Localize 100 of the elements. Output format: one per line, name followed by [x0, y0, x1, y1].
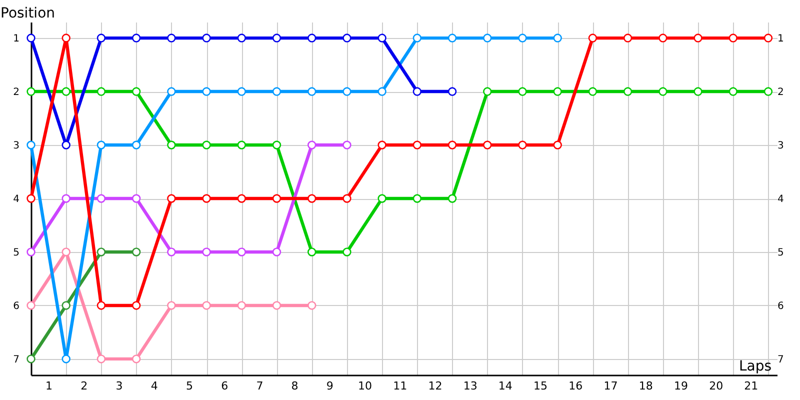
point: [272, 87, 282, 96]
y-tick-label: 4: [13, 194, 20, 205]
y-tick-label: 6: [13, 300, 20, 312]
x-tick-label: 20: [709, 380, 724, 392]
point: [728, 34, 738, 42]
x-tick-label: 8: [291, 380, 298, 392]
point: [588, 87, 598, 96]
point: [342, 34, 352, 42]
y2-tick-label: 1: [778, 34, 784, 45]
point: [62, 87, 70, 96]
point: [483, 87, 492, 96]
x-tick-label: 15: [534, 380, 548, 392]
point: [307, 140, 316, 150]
point: [412, 34, 422, 42]
point: [307, 194, 316, 203]
x-tick-label: 17: [604, 380, 618, 392]
point: [132, 87, 141, 96]
point: [237, 248, 246, 256]
point: [202, 87, 211, 96]
point: [378, 194, 386, 203]
point: [237, 301, 246, 310]
point: [553, 87, 562, 96]
point: [62, 194, 70, 203]
point: [623, 87, 632, 96]
point: [728, 87, 738, 96]
point: [26, 301, 36, 310]
point: [96, 34, 106, 42]
point: [518, 34, 527, 42]
point: [132, 34, 141, 42]
point: [694, 87, 702, 96]
point: [272, 301, 282, 310]
point: [202, 301, 211, 310]
point: [167, 140, 176, 150]
point: [588, 34, 598, 42]
y-tick-label: 2: [13, 87, 20, 98]
point: [483, 140, 492, 150]
point: [378, 140, 386, 150]
point: [132, 354, 141, 364]
point: [96, 354, 106, 364]
point: [307, 34, 316, 42]
point: [764, 87, 773, 96]
x-tick-label: 12: [428, 380, 442, 392]
point: [26, 194, 36, 203]
point: [483, 34, 492, 42]
point: [764, 34, 773, 42]
point: [307, 248, 316, 256]
point: [342, 87, 352, 96]
x-tick-label: 21: [744, 380, 758, 392]
x-tick-label: 7: [256, 380, 264, 392]
point: [412, 194, 422, 203]
point: [26, 140, 36, 150]
point: [237, 194, 246, 203]
point: [167, 248, 176, 256]
point: [342, 140, 352, 150]
point: [26, 354, 36, 364]
point: [96, 248, 106, 256]
point: [307, 301, 316, 310]
point: [553, 34, 562, 42]
y2-tick-label: 7: [778, 354, 784, 366]
point: [132, 248, 141, 256]
y2-tick-label: 3: [778, 140, 784, 152]
y-tick-label: 1: [13, 34, 20, 45]
x-tick-label: 18: [638, 380, 653, 392]
point: [272, 140, 282, 150]
point: [342, 194, 352, 203]
x-tick-label: 14: [498, 380, 512, 392]
x-tick-label: 6: [221, 380, 228, 392]
point: [623, 34, 632, 42]
x-tick-label: 1: [46, 380, 53, 392]
point: [412, 87, 422, 96]
y-axis-title: Position: [0, 6, 56, 22]
point: [96, 301, 106, 310]
x-tick-label: 2: [80, 380, 88, 392]
y-tick-label: 3: [13, 140, 20, 152]
point: [237, 87, 246, 96]
point: [378, 87, 386, 96]
x-tick-label: 9: [326, 380, 334, 392]
point: [448, 140, 457, 150]
point: [272, 194, 282, 203]
x-tick-label: 10: [358, 380, 372, 392]
point: [62, 248, 70, 256]
point: [448, 194, 457, 203]
y2-tick-label: 2: [778, 87, 784, 98]
y-tick-label: 5: [13, 247, 20, 258]
point: [167, 194, 176, 203]
point: [62, 354, 70, 364]
x-tick-label: 4: [150, 380, 158, 392]
y2-tick-label: 4: [778, 194, 784, 205]
point: [62, 140, 70, 150]
point: [342, 248, 352, 256]
point: [658, 34, 668, 42]
x-tick-label: 3: [116, 380, 123, 392]
point: [26, 87, 36, 96]
point: [202, 248, 211, 256]
point: [202, 194, 211, 203]
point: [96, 87, 106, 96]
point: [96, 140, 106, 150]
point: [553, 140, 562, 150]
point: [167, 34, 176, 42]
point: [96, 194, 106, 203]
